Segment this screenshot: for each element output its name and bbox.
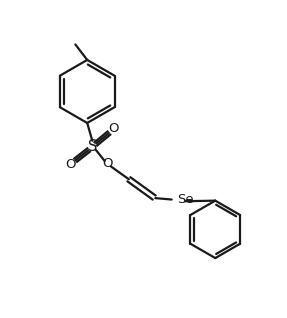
Text: O: O xyxy=(102,157,113,170)
Text: O: O xyxy=(108,122,119,135)
Text: Se: Se xyxy=(177,193,194,206)
Text: O: O xyxy=(66,158,76,171)
Text: S: S xyxy=(88,139,97,155)
